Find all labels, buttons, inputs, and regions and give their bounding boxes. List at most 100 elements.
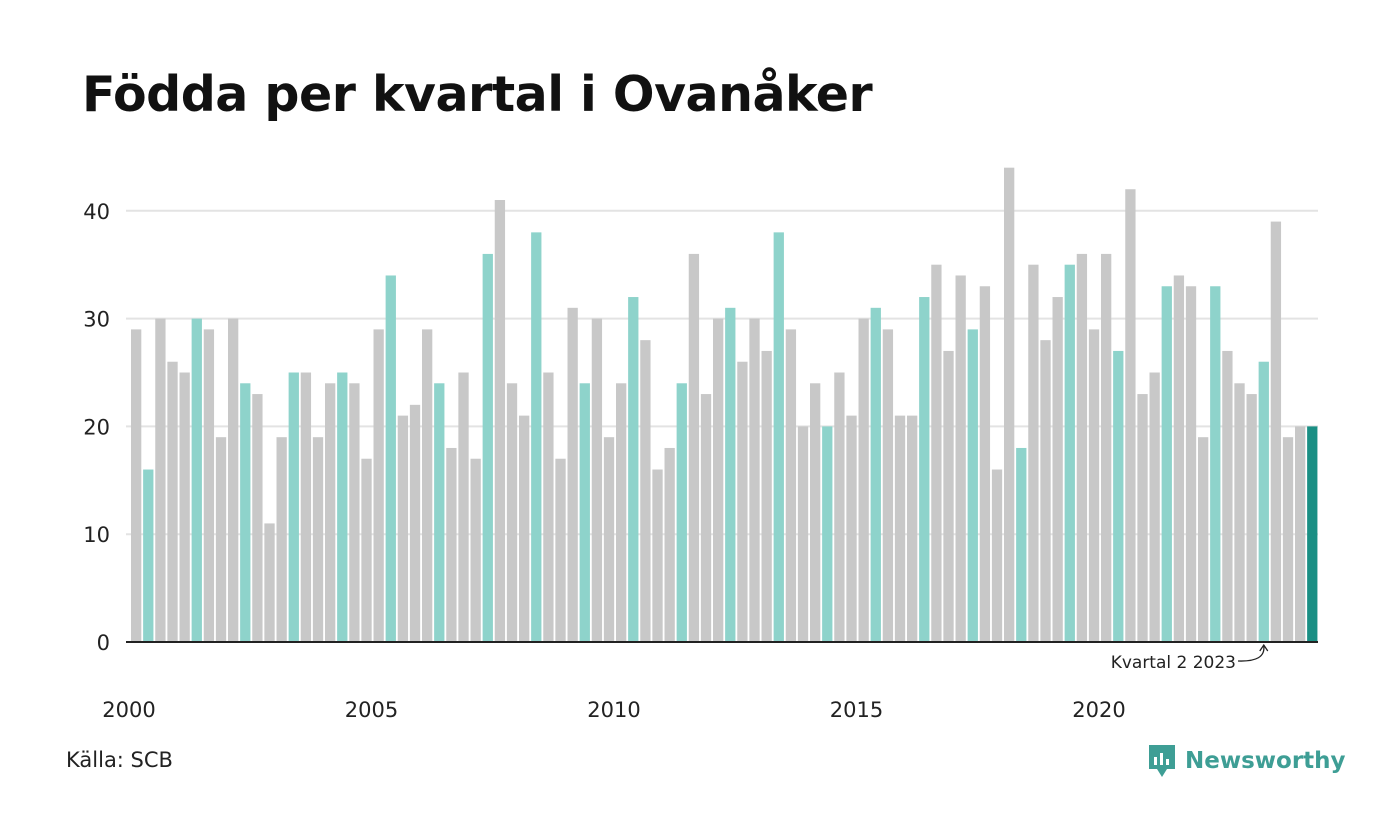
bar [894,415,906,642]
y-tick-label: 30 [83,308,110,332]
bar [228,318,239,642]
bar [1004,167,1015,642]
annotation-arrow [1237,645,1265,662]
bar [652,469,663,642]
bar [373,329,384,642]
brand-name: Newsworthy [1185,748,1346,774]
bar [155,318,166,642]
y-tick-label: 40 [83,200,110,224]
x-tick-label: 2010 [587,698,640,722]
bar [1052,297,1063,642]
bar [264,523,275,642]
bar [1210,286,1221,642]
bar [531,232,542,643]
bar [470,458,481,642]
bar [822,426,833,642]
bar [943,350,954,642]
bar [834,372,845,642]
bar [288,372,299,642]
bar [446,447,457,642]
bar [725,307,736,642]
bar [337,372,348,642]
bar [749,318,760,642]
bar [131,329,142,642]
bar [215,437,227,642]
bar [603,437,615,642]
annotation-arrowhead [1259,643,1269,652]
bar [1101,253,1112,643]
bar [664,447,675,642]
bar [846,415,857,642]
bar [385,275,396,642]
bar [628,297,639,642]
bar [1173,275,1185,642]
x-tick-label: 2005 [345,698,398,722]
bar [858,318,869,642]
bar [519,415,530,642]
bar [1282,437,1294,642]
bar [179,372,190,642]
bar [397,415,409,642]
y-tick-label: 10 [83,523,110,547]
bar [773,232,784,643]
bar [1028,264,1039,642]
bar [1137,394,1148,642]
bar [1125,189,1136,643]
bar [1016,447,1027,642]
bar [1222,350,1233,642]
x-tick-label: 2020 [1072,698,1125,722]
bar [1088,329,1100,642]
bar [737,361,748,642]
bar [1295,426,1306,642]
bar [203,329,215,642]
bar [810,383,821,642]
bar [640,340,651,642]
bar [907,415,918,642]
bar [1258,361,1269,642]
bar [1113,350,1124,642]
bar [991,469,1003,642]
bar [555,458,566,642]
bars [131,167,1318,643]
bar [761,350,772,642]
x-tick-label: 2015 [830,698,883,722]
bar [434,383,445,642]
bar [1185,286,1197,642]
brand-logo: Newsworthy [1147,743,1346,779]
bar [143,469,154,642]
bar [676,383,687,642]
bar [543,372,554,642]
bar [191,318,202,642]
bar [1198,437,1209,642]
bar [870,307,881,642]
bar [713,318,724,642]
bar [276,437,287,642]
bar-chart: 0 10 20 30 40 2000 2005 2010 2015 2020 Kvartal 2… [83,167,1318,722]
bar [967,329,978,642]
bar [567,307,578,642]
bar [1040,340,1051,642]
bar [797,426,809,642]
bar [955,275,966,642]
bar [482,253,493,643]
y-axis-ticks: 0 10 20 30 40 [83,200,110,655]
x-axis-ticks: 2000 2005 2010 2015 2020 [102,698,1125,722]
bar [1270,221,1282,642]
bar [494,200,506,642]
bar [700,394,712,642]
bar [312,437,324,642]
bar [931,264,942,642]
bar [1246,394,1257,642]
bar [882,329,894,642]
bar [240,383,251,642]
bar [688,253,700,643]
bar [458,372,469,642]
bar [349,383,360,642]
latest-annotation: Kvartal 2 2023 [1111,643,1269,673]
annotation-label: Kvartal 2 2023 [1111,653,1236,673]
bar [919,297,930,642]
bar [325,383,336,642]
bar [616,383,627,642]
bar [1161,286,1172,642]
y-tick-label: 20 [83,415,110,439]
